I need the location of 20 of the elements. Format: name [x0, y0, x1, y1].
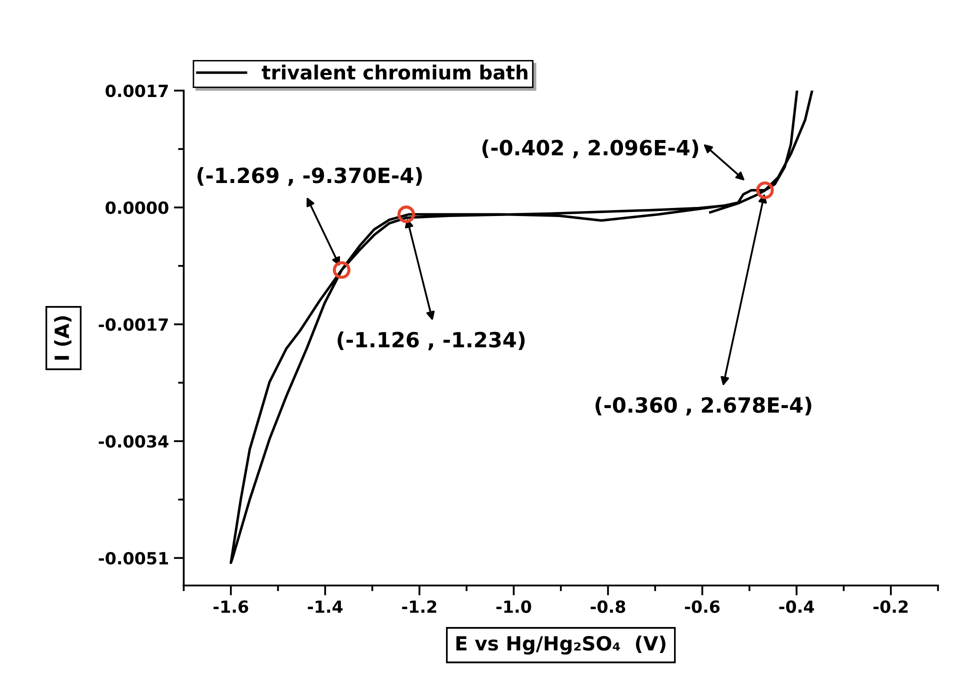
y-tick-label: -0.0034 — [98, 435, 168, 448]
x-tick-label: -1.2 — [402, 600, 436, 613]
x-tick-label: -0.2 — [874, 600, 908, 613]
y-tick-label: -0.0051 — [98, 552, 168, 565]
y-axis-title: I (A) — [54, 316, 72, 360]
y-tick-label: -0.0017 — [98, 318, 168, 331]
x-tick-label: -1.6 — [214, 600, 248, 613]
annotation: (-1.269 , -9.370E-4) — [198, 167, 422, 186]
legend-label: trivalent chromium bath — [262, 64, 528, 80]
annotation: (-0.360 , 2.678E-4) — [596, 396, 812, 416]
x-tick-label: -1.0 — [496, 600, 532, 613]
x-tick-label: -1.4 — [308, 600, 343, 613]
x-axis-title: E vs Hg/Hg₂SO₄ (V) — [456, 636, 666, 655]
y-tick-label: 0.0017 — [106, 84, 168, 98]
x-tick-label: -0.4 — [779, 600, 814, 613]
x-tick-label: -0.8 — [590, 600, 626, 613]
annotation: (-1.126 , -1.234) — [338, 331, 525, 350]
y-tick-label: 0.0000 — [106, 201, 168, 214]
annotation: (-0.402 , 2.096E-4) — [482, 139, 698, 158]
x-tick-label: -0.6 — [684, 600, 720, 613]
